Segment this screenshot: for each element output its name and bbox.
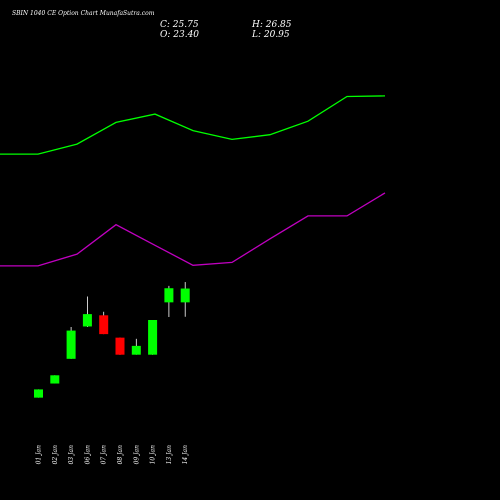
candle-body-up [34, 389, 43, 398]
candle-6 [115, 337, 125, 355]
candle-10 [180, 282, 190, 317]
x-tick-label: 13 Jan [166, 445, 173, 465]
x-tick-label: 09 Jan [133, 445, 140, 465]
candle-5 [99, 311, 109, 335]
high-readout: H: 26.85 [251, 20, 292, 30]
x-tick-label: 10 Jan [150, 445, 157, 465]
candle-body-up [66, 330, 76, 359]
x-tick-label: 03 Jan [68, 445, 75, 465]
x-axis-ticks: 01 Jan 02 Jan 03 Jan 06 Jan 07 Jan 08 Jan 09 J… [36, 445, 190, 465]
candle-body-up [180, 288, 190, 303]
candle-1 [34, 389, 43, 398]
candle-body-down [115, 337, 125, 355]
candle-body-up [82, 314, 92, 327]
candle-body-up [164, 288, 174, 303]
open-readout: O: 23.40 [160, 30, 199, 40]
x-tick-label: 06 Jan [84, 445, 91, 465]
x-tick-label: 14 Jan [182, 445, 189, 465]
candle-body-up [148, 320, 158, 355]
upper-band-line [0, 95, 386, 155]
candle-body-up [50, 375, 60, 384]
chart-title: SBIN 1040 CE Option Chart MunafaSutra.co… [12, 10, 155, 17]
x-tick-label: 01 Jan [36, 445, 43, 465]
candle-3 [66, 327, 76, 359]
lower-band-line [0, 192, 386, 267]
candle-7 [131, 338, 141, 355]
x-tick-label: 07 Jan [101, 445, 108, 465]
low-readout: L: 20.95 [251, 30, 290, 40]
x-tick-label: 02 Jan [52, 445, 59, 465]
bands-layer [0, 95, 386, 267]
candle-body-up [131, 345, 141, 355]
candle-body-down [99, 315, 109, 335]
candle-4 [82, 296, 92, 328]
candles-layer [34, 282, 190, 398]
candle-2 [50, 375, 60, 384]
candle-8 [148, 320, 158, 355]
candle-9 [164, 285, 174, 318]
x-tick-label: 08 Jan [117, 445, 124, 465]
close-readout: C: 25.75 [160, 20, 199, 30]
